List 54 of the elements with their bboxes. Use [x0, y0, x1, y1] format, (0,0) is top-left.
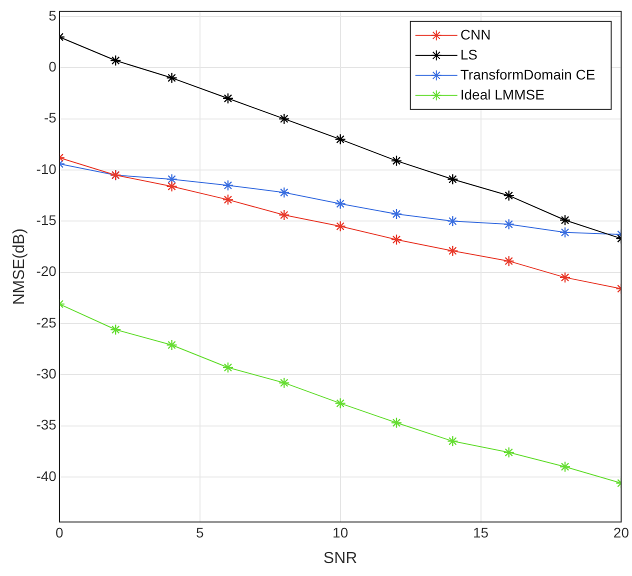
x-axis-title: SNR — [323, 550, 358, 567]
point — [278, 377, 290, 388]
point — [334, 134, 346, 145]
point — [110, 324, 122, 336]
point — [447, 436, 458, 447]
y-axis-title: NMSE(dB) — [11, 228, 28, 305]
legend-label: CNN — [460, 26, 491, 42]
y-tick-label: -25 — [36, 314, 57, 330]
y-tick-label: 5 — [48, 7, 57, 24]
y-tick-label: -15 — [36, 212, 57, 228]
point — [503, 218, 514, 230]
x-tick-label: 15 — [472, 524, 489, 540]
point — [166, 339, 178, 351]
point — [166, 180, 178, 192]
point — [559, 272, 571, 284]
point — [447, 216, 458, 227]
point — [166, 174, 178, 185]
point — [278, 186, 290, 198]
legend-label: LS — [460, 46, 478, 62]
y-tick-label: -5 — [44, 110, 57, 126]
point — [166, 72, 178, 84]
point — [390, 208, 402, 220]
y-tick-label: -10 — [36, 160, 57, 177]
point — [559, 214, 571, 226]
point — [334, 198, 346, 210]
point — [110, 54, 122, 66]
x-tick-label: 5 — [196, 524, 204, 540]
point — [278, 113, 290, 124]
point — [559, 226, 571, 238]
point — [503, 255, 514, 267]
point — [559, 461, 571, 472]
point — [222, 194, 234, 206]
y-tick-label: 0 — [48, 58, 57, 75]
point — [447, 174, 458, 185]
point — [222, 362, 234, 374]
point — [278, 209, 290, 221]
point — [390, 155, 402, 166]
point — [334, 398, 346, 409]
y-tick-label: -35 — [36, 416, 57, 433]
x-tick-label: 20 — [613, 524, 630, 540]
y-tick-label: -20 — [36, 263, 57, 280]
x-tick-label: 10 — [332, 524, 348, 540]
point — [334, 220, 346, 232]
point — [222, 180, 234, 191]
point — [503, 446, 514, 458]
point — [390, 417, 402, 428]
point — [447, 245, 458, 256]
y-tick-label: -40 — [36, 468, 57, 484]
legend-label: Ideal LMMSE — [460, 86, 544, 102]
point — [390, 234, 402, 246]
point — [222, 92, 234, 104]
point — [503, 190, 514, 202]
y-tick-label: -30 — [36, 366, 57, 382]
legend-label: TransformDomain CE — [460, 66, 596, 82]
